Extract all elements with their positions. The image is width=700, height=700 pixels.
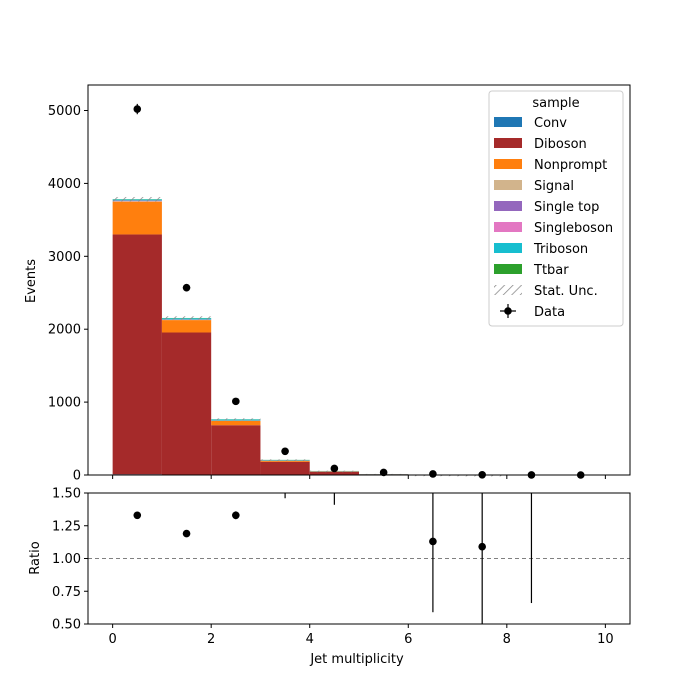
legend-label-singleboson: Singleboson xyxy=(534,221,613,236)
data-point-0 xyxy=(133,105,142,113)
ratio-y-tick-label-1: 0.75 xyxy=(52,585,81,600)
legend-swatch-diboson xyxy=(494,138,522,148)
x-tick-label-2: 4 xyxy=(306,632,314,647)
ratio-y-tick-label-0: 0.50 xyxy=(52,618,81,633)
bar-diboson-bin-1 xyxy=(161,332,212,475)
legend-label-signal: Signal xyxy=(534,179,574,194)
x-tick-label-4: 8 xyxy=(503,632,511,647)
ratio-point-3 xyxy=(429,537,437,546)
legend-data-marker xyxy=(504,307,512,315)
legend-label-ttbar: Ttbar xyxy=(533,263,569,278)
ratio-y-tick-label-2: 1.00 xyxy=(52,552,81,567)
stat-unc-bin-3 xyxy=(260,459,310,461)
x-tick-label-3: 6 xyxy=(404,632,412,647)
y-axis-label: Events xyxy=(24,259,39,303)
legend-label-triboson: Triboson xyxy=(533,242,588,257)
legend-label-single-top: Single top xyxy=(534,200,599,215)
main-y-tick-label-2: 2000 xyxy=(48,323,81,338)
ratio-point-4 xyxy=(478,542,486,551)
ratio-points xyxy=(133,493,533,624)
bar-diboson-bin-2 xyxy=(211,425,261,475)
legend-label-nonprompt: Nonprompt xyxy=(534,158,607,173)
legend: sample Conv Diboson Nonprompt Signal Single … xyxy=(488,90,624,327)
main-y-tick-label-0: 0 xyxy=(73,469,81,484)
legend-label-data: Data xyxy=(534,305,565,320)
stacked-bars xyxy=(112,199,507,475)
ratio-y-axis-label: Ratio xyxy=(28,541,43,574)
ratio-y-tick-label-4: 1.50 xyxy=(52,487,81,502)
stat-unc-bin-1 xyxy=(161,316,212,320)
ratio-x-ticks: 0 2 4 6 8 10 xyxy=(108,624,614,647)
data-point-4 xyxy=(330,464,339,473)
data-point-1 xyxy=(182,283,191,292)
data-point-5 xyxy=(379,468,388,477)
legend-swatch-triboson xyxy=(494,243,522,253)
bar-nonprompt-bin-3 xyxy=(260,460,310,462)
legend-swatch-single-top xyxy=(494,201,522,211)
main-y-tick-label-4: 4000 xyxy=(48,177,81,192)
legend-swatch-ttbar xyxy=(494,264,522,274)
bar-diboson-bin-4 xyxy=(309,471,359,475)
ratio-y-ticks: 0.50 0.75 1.00 1.25 1.50 xyxy=(52,487,88,633)
bar-diboson-bin-3 xyxy=(260,461,310,475)
legend-swatch-nonprompt xyxy=(494,159,522,169)
main-y-tick-label-5: 5000 xyxy=(48,104,81,119)
x-tick-label-1: 2 xyxy=(207,632,215,647)
legend-swatch-stat-unc xyxy=(494,285,522,295)
main-y-ticks: 0 1000 2000 3000 4000 5000 xyxy=(48,104,88,484)
x-tick-label-0: 0 xyxy=(108,632,116,647)
bar-nonprompt-bin-1 xyxy=(161,320,212,333)
x-axis-label: Jet multiplicity xyxy=(309,652,404,667)
main-x-ticks xyxy=(112,475,606,479)
ratio-y-tick-label-3: 1.25 xyxy=(52,519,81,534)
legend-frame xyxy=(488,90,624,327)
main-y-tick-label-3: 3000 xyxy=(48,250,81,265)
x-tick-label-5: 10 xyxy=(597,632,614,647)
legend-label-diboson: Diboson xyxy=(534,137,587,152)
stat-unc-bin-2 xyxy=(211,418,261,421)
legend-swatch-conv xyxy=(494,117,522,127)
main-plot-frame xyxy=(87,84,631,476)
ratio-point-2 xyxy=(232,511,240,520)
legend-swatch-signal xyxy=(494,180,522,190)
data-point-3 xyxy=(281,447,289,456)
legend-label-stat-unc: Stat. Unc. xyxy=(534,284,598,299)
ratio-point-0 xyxy=(133,511,142,520)
main-panel: 0 1000 2000 3000 4000 5000 Events sample Conv… xyxy=(24,84,631,484)
bar-nonprompt-bin-2 xyxy=(211,420,261,426)
ratio-point-1 xyxy=(182,529,191,538)
data-point-2 xyxy=(232,397,240,406)
ratio-plot-frame xyxy=(87,492,631,625)
main-y-tick-label-1: 1000 xyxy=(48,396,81,411)
legend-label-conv: Conv xyxy=(534,116,567,131)
stat-unc-bin-0 xyxy=(112,196,162,202)
legend-title: sample xyxy=(532,96,579,111)
legend-swatch-singleboson xyxy=(494,222,522,232)
data-point-6 xyxy=(429,470,437,478)
legend-items: Conv Diboson Nonprompt Signal Single top Sing… xyxy=(494,116,613,320)
ratio-panel: 0.50 0.75 1.00 1.25 1.50 0 2 4 6 8 10 Ratio Jet m… xyxy=(28,487,631,667)
bar-nonprompt-bin-0 xyxy=(112,201,162,235)
bar-diboson-bin-0 xyxy=(112,234,162,475)
